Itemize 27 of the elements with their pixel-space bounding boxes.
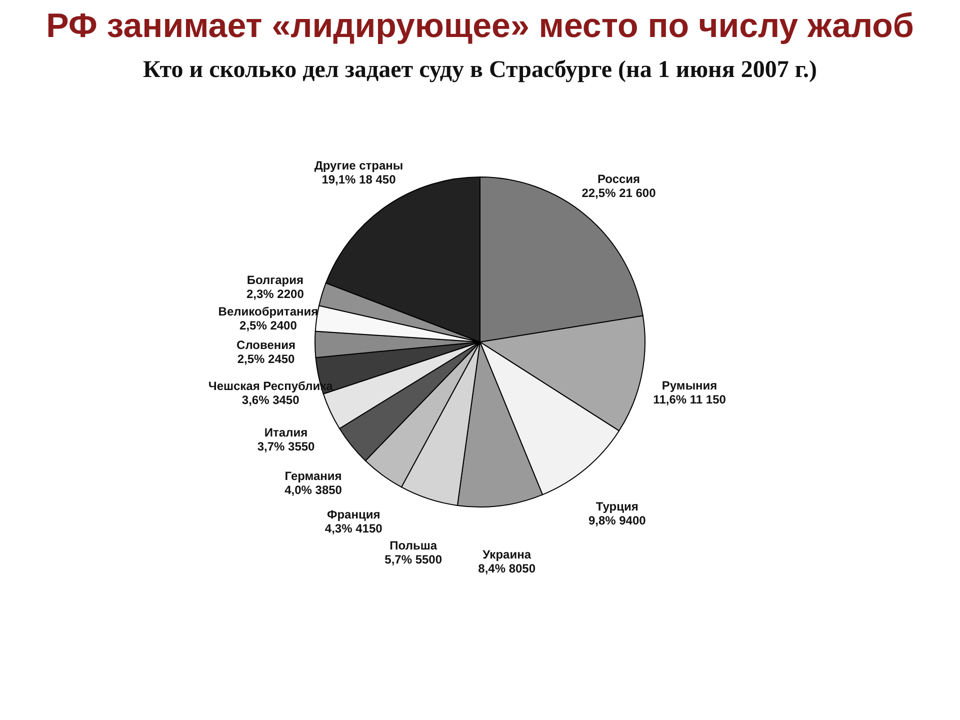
data-label: 3,6% 3450 [242, 393, 300, 408]
data-label: 8,4% 8050 [478, 561, 536, 576]
slice-label: Великобритания [218, 304, 318, 318]
slice-label: Франция [326, 508, 380, 522]
data-label: 4,3% 4150 [324, 522, 383, 536]
data-label: 5,7% 5500 [384, 552, 442, 566]
slice-label: Словения [236, 338, 296, 352]
slice-label: Украина [482, 547, 532, 562]
slice-label: Румыния [662, 378, 718, 392]
data-label: 11,6% 11 150 [653, 392, 726, 406]
slice-label: Польша [390, 538, 438, 552]
data-label: 22,5% 21 600 [582, 186, 656, 200]
chart-title: РФ занимает «лидирующее» место по числу жалоб [46, 7, 914, 45]
data-label: 2,3% 2200 [246, 287, 304, 302]
chart-subtitle: Кто и сколько дел задает суду в Страсбурге (на 1 июня 2007 г.) [142, 57, 818, 83]
slice-label: Россия [597, 172, 640, 186]
data-label: 3,7% 3550 [257, 439, 316, 454]
data-label: 19,1% 18 450 [322, 172, 396, 187]
data-label: 9,8% 9400 [588, 513, 646, 528]
slice-label: Италия [264, 425, 308, 440]
slice-label: Германия [284, 469, 342, 484]
data-label: 2,5% 2400 [240, 318, 298, 332]
data-label: 4,0% 3850 [284, 483, 342, 498]
slice-label: Болгария [246, 273, 304, 288]
slice-label: Турция [596, 499, 638, 514]
data-label: 2,5% 2450 [237, 352, 296, 366]
slice-label: Другие страны [314, 158, 404, 173]
